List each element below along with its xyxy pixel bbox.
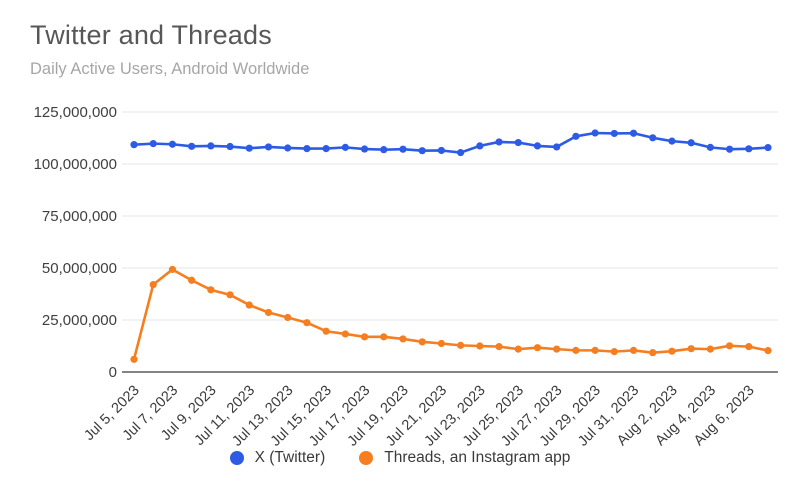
data-point xyxy=(360,145,369,153)
data-point xyxy=(457,341,465,349)
data-point xyxy=(226,142,234,151)
data-point xyxy=(168,140,177,148)
legend-item-threads[interactable]: Threads, an Instagram app xyxy=(359,449,570,467)
data-point xyxy=(380,333,388,341)
data-point xyxy=(553,143,561,151)
data-point xyxy=(687,139,695,147)
data-point xyxy=(437,339,445,348)
data-point xyxy=(322,145,330,153)
legend-label-threads: Threads, an Instagram app xyxy=(384,449,571,466)
data-point xyxy=(149,140,157,148)
data-point xyxy=(629,129,638,137)
data-point xyxy=(341,330,349,338)
data-point xyxy=(226,291,234,299)
data-point xyxy=(687,345,695,353)
data-point xyxy=(303,319,311,327)
data-point xyxy=(476,342,484,350)
series-line-0 xyxy=(132,131,770,154)
data-point xyxy=(610,129,618,138)
y-axis-tick-label: 50,000,000 xyxy=(42,260,117,277)
data-point xyxy=(591,346,599,354)
data-point xyxy=(533,142,542,150)
data-point xyxy=(149,281,157,289)
chart-title: Twitter and Threads xyxy=(30,20,272,50)
data-point xyxy=(553,345,561,353)
data-point xyxy=(745,145,753,153)
y-axis-tick-label: 25,000,000 xyxy=(42,312,117,329)
data-point xyxy=(303,145,311,153)
data-point xyxy=(360,333,369,341)
data-point xyxy=(380,146,388,154)
data-point xyxy=(264,308,273,317)
data-point xyxy=(188,276,196,284)
data-point xyxy=(514,345,522,353)
chart-legend: X (Twitter) Threads, an Instagram app xyxy=(0,449,800,467)
data-point xyxy=(418,338,426,346)
data-point xyxy=(725,342,734,350)
chart-subtitle: Daily Active Users, Android Worldwide xyxy=(30,60,310,78)
y-axis-tick-label: 125,000,000 xyxy=(34,104,117,121)
data-point xyxy=(207,286,215,294)
data-point xyxy=(706,345,714,353)
data-point xyxy=(245,144,253,152)
legend-swatch-x-twitter-icon xyxy=(229,451,244,465)
data-point xyxy=(130,355,138,363)
data-point xyxy=(245,301,253,309)
data-point xyxy=(264,143,273,151)
data-point xyxy=(572,346,580,354)
data-point xyxy=(668,137,676,145)
legend-swatch-threads-icon xyxy=(359,451,374,465)
data-point xyxy=(591,129,599,137)
data-point xyxy=(629,346,638,354)
data-point xyxy=(725,145,734,153)
data-point xyxy=(168,265,177,274)
data-point xyxy=(399,145,407,153)
data-point xyxy=(764,143,772,152)
data-point xyxy=(437,146,445,155)
data-point xyxy=(476,142,484,150)
data-point xyxy=(207,142,215,150)
data-point xyxy=(610,348,618,356)
y-axis-tick-label: 75,000,000 xyxy=(42,208,117,225)
data-point xyxy=(188,142,196,150)
series-line-1 xyxy=(132,268,770,361)
data-point xyxy=(284,144,292,152)
data-point xyxy=(399,335,407,343)
data-point xyxy=(572,132,580,140)
data-point xyxy=(418,147,426,155)
data-point xyxy=(457,148,465,157)
y-axis-tick-label: 100,000,000 xyxy=(34,156,117,173)
data-point xyxy=(745,343,753,351)
data-point xyxy=(668,347,676,355)
legend-label-x-twitter: X (Twitter) xyxy=(254,449,326,466)
data-point xyxy=(514,138,522,147)
data-point xyxy=(322,327,330,335)
legend-item-x-twitter[interactable]: X (Twitter) xyxy=(229,449,326,467)
data-point xyxy=(341,143,349,151)
data-point xyxy=(495,138,503,146)
data-point xyxy=(649,134,657,142)
data-point xyxy=(533,344,542,352)
data-point xyxy=(764,346,772,355)
data-point xyxy=(706,143,714,151)
data-point xyxy=(495,343,503,351)
data-point xyxy=(649,349,657,357)
data-point xyxy=(284,313,292,322)
y-axis-tick-label: 0 xyxy=(109,364,117,381)
data-point xyxy=(130,141,138,149)
